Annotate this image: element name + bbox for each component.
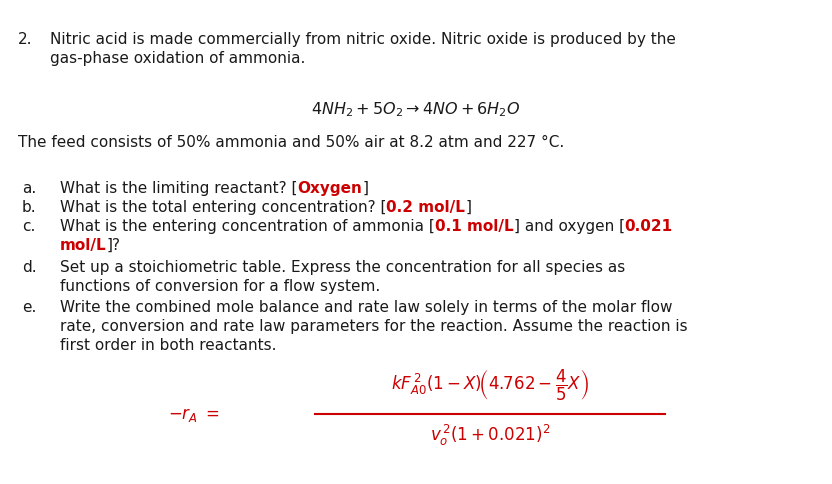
Text: The feed consists of 50% ammonia and 50% air at 8.2 atm and 227 °C.: The feed consists of 50% ammonia and 50%… bbox=[18, 135, 564, 150]
Text: Oxygen: Oxygen bbox=[298, 181, 363, 196]
Text: 0.1 mol/L: 0.1 mol/L bbox=[435, 219, 513, 233]
Text: functions of conversion for a flow system.: functions of conversion for a flow syste… bbox=[60, 278, 380, 293]
Text: 2.: 2. bbox=[18, 32, 32, 47]
Text: a.: a. bbox=[22, 181, 37, 196]
Text: ] and oxygen [: ] and oxygen [ bbox=[513, 219, 625, 233]
Text: mol/L: mol/L bbox=[60, 238, 106, 253]
Text: d.: d. bbox=[22, 259, 37, 274]
Text: gas-phase oxidation of ammonia.: gas-phase oxidation of ammonia. bbox=[50, 51, 305, 66]
Text: $kF_{A0}^{\,2}(1-X)\!\left(4.762-\dfrac{4}{5}X\right)$: $kF_{A0}^{\,2}(1-X)\!\left(4.762-\dfrac{… bbox=[391, 367, 589, 402]
Text: c.: c. bbox=[22, 219, 36, 233]
Text: What is the total entering concentration? [: What is the total entering concentration… bbox=[60, 199, 387, 214]
Text: What is the entering concentration of ammonia [: What is the entering concentration of am… bbox=[60, 219, 435, 233]
Text: $v_o^{\,2}(1+0.021)^2$: $v_o^{\,2}(1+0.021)^2$ bbox=[430, 422, 550, 447]
Text: ]?: ]? bbox=[106, 238, 121, 253]
Text: b.: b. bbox=[22, 199, 37, 214]
Text: $-r_A\ =$: $-r_A\ =$ bbox=[168, 405, 220, 423]
Text: Nitric acid is made commercially from nitric oxide. Nitric oxide is produced by : Nitric acid is made commercially from ni… bbox=[50, 32, 676, 47]
Text: Set up a stoichiometric table. Express the concentration for all species as: Set up a stoichiometric table. Express t… bbox=[60, 259, 626, 274]
Text: 0.021: 0.021 bbox=[625, 219, 673, 233]
Text: first order in both reactants.: first order in both reactants. bbox=[60, 337, 276, 352]
Text: e.: e. bbox=[22, 300, 37, 314]
Text: What is the limiting reactant? [: What is the limiting reactant? [ bbox=[60, 181, 298, 196]
Text: ]: ] bbox=[465, 199, 472, 214]
Text: 0.2 mol/L: 0.2 mol/L bbox=[387, 199, 465, 214]
Text: rate, conversion and rate law parameters for the reaction. Assume the reaction i: rate, conversion and rate law parameters… bbox=[60, 318, 687, 333]
Text: ]: ] bbox=[363, 181, 369, 196]
Text: $4NH_2 + 5O_2 \rightarrow 4NO + 6H_2O$: $4NH_2 + 5O_2 \rightarrow 4NO + 6H_2O$ bbox=[311, 100, 521, 119]
Text: Write the combined mole balance and rate law solely in terms of the molar flow: Write the combined mole balance and rate… bbox=[60, 300, 672, 314]
